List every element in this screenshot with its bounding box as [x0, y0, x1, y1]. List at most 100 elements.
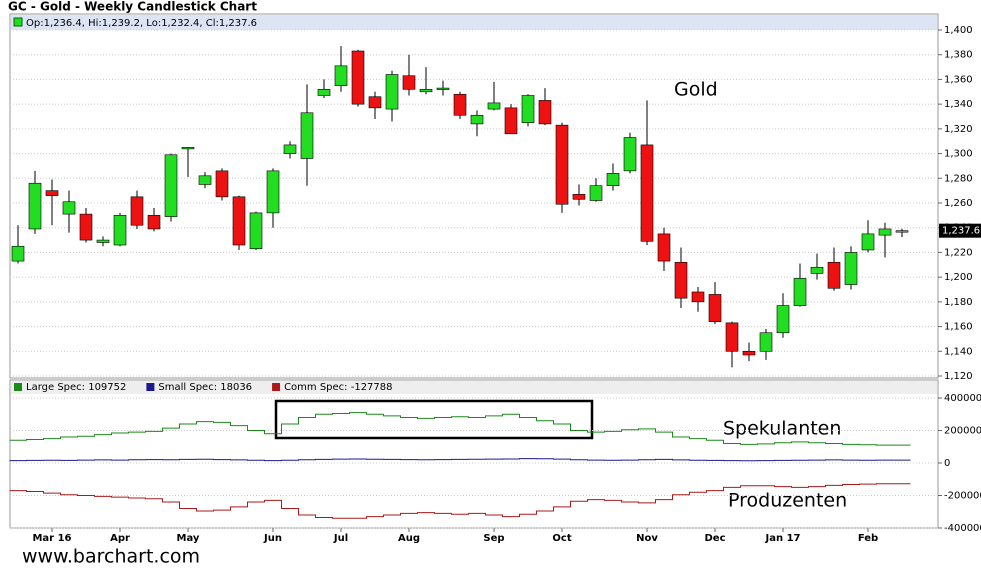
candle-body	[283, 144, 297, 154]
y-tick-label: -400000	[944, 523, 981, 534]
price-tag-label: 1,237.6	[942, 226, 980, 237]
candle-body	[402, 75, 416, 90]
y-tick-label: -200000	[944, 491, 981, 502]
candle-body	[606, 173, 620, 186]
candle-body	[45, 190, 59, 196]
candle-body	[725, 322, 739, 352]
candle-body	[895, 230, 909, 233]
cot-line	[9, 412, 911, 446]
candle-body	[198, 175, 212, 185]
candle-body	[436, 87, 450, 90]
candle-body	[181, 147, 195, 150]
candle-body	[11, 245, 25, 262]
candle-body	[266, 170, 280, 214]
candle-body	[368, 96, 382, 109]
candle-body	[96, 239, 110, 243]
y-tick-label: 1,120	[944, 371, 973, 382]
x-tick-label: Jul	[333, 533, 348, 544]
candle-body	[538, 100, 552, 125]
info-swatch	[13, 17, 23, 27]
candle-body	[385, 74, 399, 110]
candle-body	[674, 262, 688, 299]
candle-body	[572, 194, 586, 200]
price-tag	[939, 223, 981, 238]
y-tick-label: 1,200	[944, 272, 973, 283]
y-tick-label: 1,300	[944, 149, 973, 160]
y-tick-label: 1,280	[944, 173, 973, 184]
candle-body	[334, 65, 348, 86]
candle-body	[776, 305, 790, 334]
candle-body	[555, 124, 569, 205]
candle-body	[623, 137, 637, 172]
candle-body	[861, 233, 875, 251]
x-tick-label: Oct	[552, 533, 571, 544]
candle-body	[810, 266, 824, 274]
legend-bar	[11, 381, 937, 394]
candle-body	[317, 89, 331, 96]
legend-swatch	[272, 383, 281, 391]
y-tick-label: 400000	[944, 393, 981, 404]
candle-body	[130, 196, 144, 226]
x-tick-label: Jan 17	[765, 533, 801, 544]
y-tick-label: 1,220	[944, 247, 973, 258]
x-tick-label: Nov	[636, 533, 658, 544]
y-tick-label: 1,260	[944, 198, 973, 209]
candle-body	[164, 154, 178, 217]
candle-body	[640, 144, 654, 242]
annotation: Spekulanten	[723, 418, 841, 440]
candle-body	[589, 185, 603, 201]
candle-body	[793, 278, 807, 306]
y-tick-label: 1,380	[944, 50, 973, 61]
candle-body	[487, 102, 501, 110]
x-tick-label: Apr	[110, 533, 130, 544]
x-tick-label: Sep	[483, 533, 504, 544]
candle-body	[113, 215, 127, 246]
candle-body	[827, 262, 841, 289]
chart-title: GC - Gold - Weekly Candlestick Chart	[8, 0, 257, 14]
y-tick-label: 1,400	[944, 25, 973, 36]
y-tick-label: 1,320	[944, 124, 973, 135]
cot-line	[9, 483, 911, 519]
candle-body	[470, 114, 484, 125]
candle-body	[215, 170, 229, 198]
legend-swatch	[146, 383, 155, 391]
candle-body	[521, 95, 535, 123]
annotation: Gold	[674, 79, 718, 101]
candle-body	[708, 294, 722, 322]
y-tick-label: 1,360	[944, 74, 973, 85]
candle-body	[759, 332, 773, 352]
highlight-box	[274, 399, 594, 440]
legend-label: Large Spec: 109752	[26, 382, 126, 393]
cot-panel	[9, 379, 939, 529]
candle-body	[147, 215, 161, 230]
candle-body	[844, 252, 858, 285]
candle-body	[742, 350, 756, 356]
cot-line	[9, 458, 911, 462]
candle-body	[232, 196, 246, 246]
x-tick-label: Mar 16	[32, 533, 71, 544]
x-tick-label: Jun	[263, 533, 282, 544]
candle-body	[657, 233, 671, 262]
annotation: Produzenten	[728, 490, 847, 512]
x-tick-label: Feb	[858, 533, 878, 544]
candle-body	[691, 291, 705, 303]
y-tick-label: 1,180	[944, 297, 973, 308]
candle-body	[300, 112, 314, 159]
info-bar	[11, 15, 937, 30]
candle-body	[453, 93, 467, 116]
x-tick-label: May	[177, 533, 200, 544]
candle-body	[249, 212, 263, 250]
legend-swatch	[14, 383, 22, 391]
y-tick-label: 1,340	[944, 99, 973, 110]
candle-body	[79, 213, 93, 241]
x-tick-label: Aug	[398, 533, 420, 544]
info-text: Op:1,236.4, Hi:1,239.2, Lo:1,232.4, Cl:1…	[26, 18, 257, 29]
candle-body	[62, 201, 76, 215]
candle-body	[504, 107, 518, 135]
y-tick-label: 1,160	[944, 322, 973, 333]
footer: www.barchart.com	[22, 546, 200, 568]
y-tick-label: 1,140	[944, 346, 973, 357]
y-tick-label: 0	[944, 458, 950, 469]
candle-body	[878, 228, 892, 236]
